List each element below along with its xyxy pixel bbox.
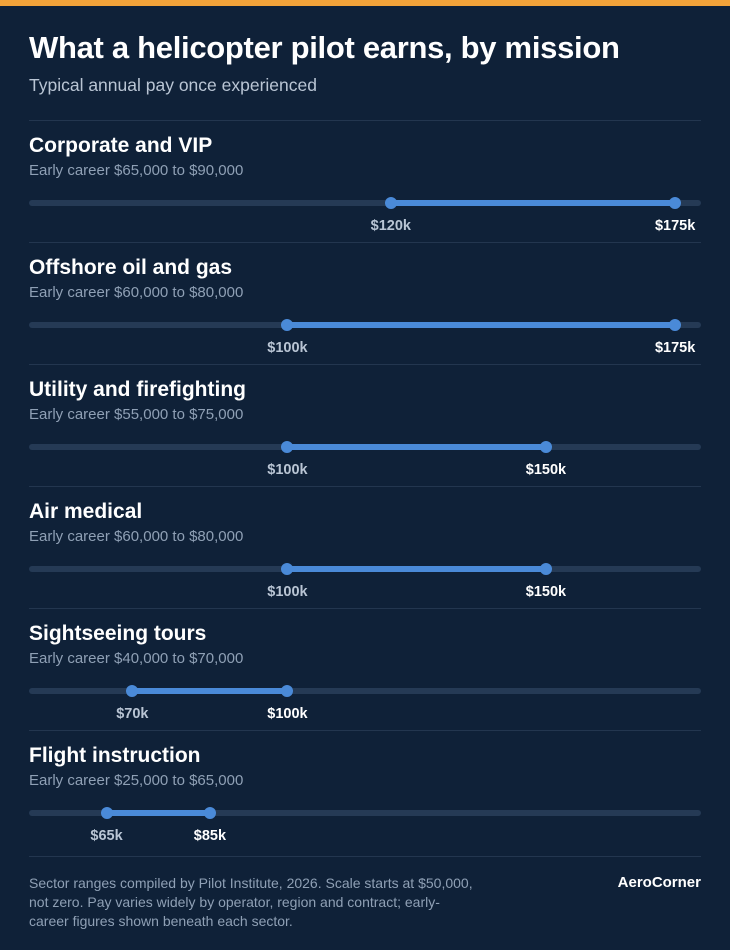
source-footnote: Sector ranges compiled by Pilot Institut… — [29, 875, 473, 929]
range-bar — [390, 200, 676, 206]
range-low-label: $70k — [116, 706, 149, 722]
top-accent-bar — [0, 0, 730, 6]
range-bar — [106, 810, 210, 816]
sector-name: Utility and firefighting — [29, 378, 246, 401]
range-bar — [287, 322, 676, 328]
sector-row: Air medical Early career $60,000 to $80,0… — [0, 486, 730, 608]
range-low-dot — [281, 319, 294, 331]
range-high-dot — [281, 685, 294, 697]
range-bar — [132, 688, 288, 694]
sector-divider — [29, 364, 701, 365]
range-low-label: $100k — [267, 462, 308, 478]
range-high-dot — [203, 807, 216, 819]
range-high-dot — [539, 563, 552, 575]
footer-divider — [29, 856, 701, 857]
sector-divider — [29, 120, 701, 121]
sector-name: Corporate and VIP — [29, 134, 213, 157]
range-low-dot — [281, 563, 294, 575]
page-subtitle: Typical annual pay once experienced — [29, 75, 317, 95]
range-high-label: $175k — [654, 218, 696, 234]
range-low-label: $100k — [267, 584, 308, 600]
sector-row: Offshore oil and gas Early career $60,000… — [0, 242, 730, 364]
sector-divider — [29, 486, 701, 487]
sector-row: Utility and firefighting Early career $55… — [0, 364, 730, 486]
range-track — [29, 200, 701, 206]
range-high-label: $175k — [654, 340, 696, 356]
range-low-label: $100k — [267, 340, 308, 356]
range-low-label: $120k — [370, 218, 411, 234]
range-high-label: $100k — [267, 706, 308, 722]
sector-divider — [29, 242, 701, 243]
sector-early-career: Early career $40,000 to $70,000 — [29, 650, 244, 667]
range-low-dot — [384, 197, 397, 209]
sector-early-career: Early career $60,000 to $80,000 — [29, 284, 244, 301]
range-track — [29, 688, 701, 694]
range-high-dot — [669, 319, 682, 331]
sector-name: Flight instruction — [29, 744, 201, 767]
range-low-dot — [100, 807, 113, 819]
sector-name: Air medical — [29, 500, 143, 523]
range-high-label: $85k — [193, 828, 227, 844]
sector-name: Offshore oil and gas — [29, 256, 233, 279]
page-title: What a helicopter pilot earns, by missio… — [29, 30, 620, 65]
sector-row: Flight instruction Early career $25,000 t… — [0, 730, 730, 852]
sector-row: Sightseeing tours Early career $40,000 to… — [0, 608, 730, 730]
range-track — [29, 810, 701, 816]
brand-logo-text: AeroCorner — [617, 874, 701, 891]
range-high-dot — [539, 441, 552, 453]
sector-early-career: Early career $25,000 to $65,000 — [29, 772, 244, 789]
range-high-label: $150k — [525, 584, 567, 600]
range-bar — [287, 566, 546, 572]
sector-divider — [29, 608, 701, 609]
range-bar — [287, 444, 546, 450]
sector-row: Corporate and VIP Early career $65,000 to… — [0, 120, 730, 242]
sector-early-career: Early career $65,000 to $90,000 — [29, 162, 244, 179]
range-high-label: $150k — [525, 462, 567, 478]
sector-early-career: Early career $55,000 to $75,000 — [29, 406, 244, 423]
sector-name: Sightseeing tours — [29, 622, 207, 645]
range-high-dot — [669, 197, 682, 209]
sector-divider — [29, 730, 701, 731]
sector-early-career: Early career $60,000 to $80,000 — [29, 528, 244, 545]
range-low-dot — [281, 441, 294, 453]
range-low-dot — [126, 685, 139, 697]
range-low-label: $65k — [90, 828, 123, 844]
